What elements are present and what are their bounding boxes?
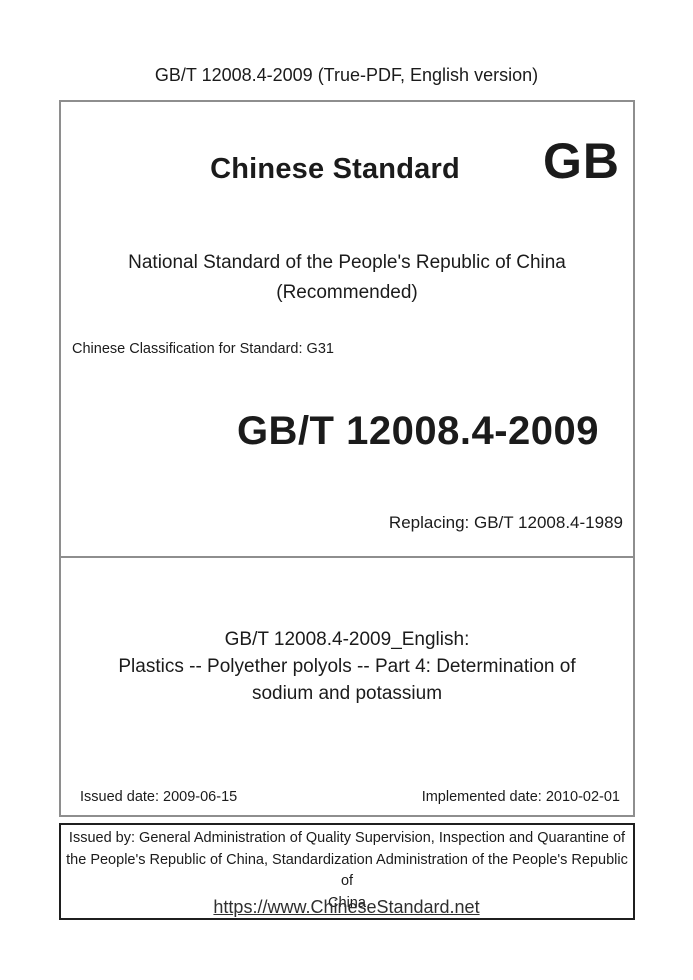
english-title-heading: GB/T 12008.4-2009_English:	[224, 629, 470, 650]
english-title-block: GB/T 12008.4-2009_English: Plastics -- P…	[61, 626, 633, 707]
national-standard-heading: National Standard of the People's Republ…	[61, 248, 633, 308]
issuer-line: China	[328, 894, 366, 911]
standard-number: GB/T 12008.4-2009	[236, 409, 599, 453]
dates-row: Issued date: 2009-06-15 Implemented date…	[80, 788, 620, 806]
issued-date: Issued date: 2009-06-15	[80, 789, 238, 805]
cover-box: Chinese Standard GB National Standard of…	[59, 100, 635, 817]
website-link[interactable]: https://www.ChineseStandard.net	[213, 897, 480, 917]
brand-title: Chinese Standard	[210, 153, 460, 185]
gb-logo: GB	[543, 133, 620, 189]
classification-line: Chinese Classification for Standard: G31	[72, 341, 334, 357]
implemented-date: Implemented date: 2010-02-01	[421, 789, 620, 805]
section-divider	[61, 556, 633, 558]
document-header-title: GB/T 12008.4-2009 (True-PDF, English ver…	[154, 65, 539, 85]
national-standard-line: National Standard of the People's Republ…	[128, 252, 566, 273]
issuer-line: Issued by: General Administration of Qua…	[68, 830, 626, 846]
footer: https://www.ChineseStandard.net	[0, 896, 693, 918]
issuer-box: Issued by: General Administration of Qua…	[59, 823, 635, 920]
replacing-note: Replacing: GB/T 12008.4-1989	[388, 513, 623, 532]
recommended-line: (Recommended)	[276, 282, 418, 303]
english-title-body: Plastics -- Polyether polyols -- Part 4:…	[118, 656, 576, 704]
issuer-line: the People's Republic of China, Standard…	[66, 851, 628, 890]
